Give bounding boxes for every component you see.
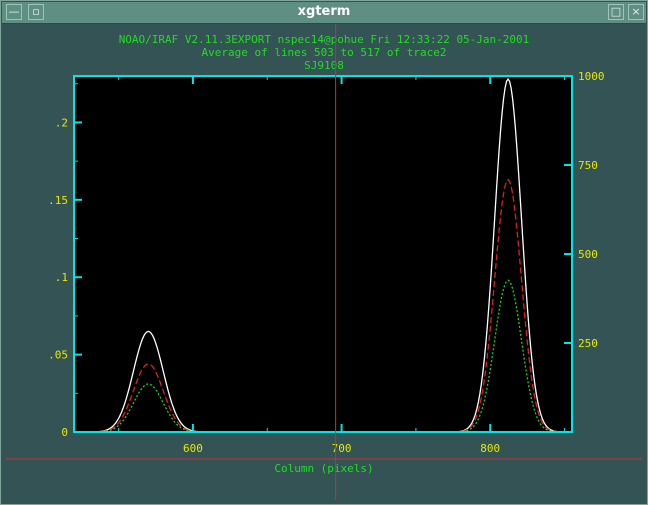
x-tick-label: 800 <box>480 442 500 455</box>
window-menu-button[interactable]: — <box>6 4 22 20</box>
x-axis-label: Column (pixels) <box>274 462 373 475</box>
window-menu-icon: — <box>8 5 20 18</box>
close-icon: × <box>631 5 641 18</box>
title-bar[interactable]: — ▫ xgterm □ × <box>2 2 646 24</box>
maximize-button[interactable]: □ <box>608 4 624 20</box>
header-line-2: Average of lines 503 to 517 of trace2 <box>201 46 446 59</box>
header-line-3: SJ9108 <box>304 59 344 72</box>
y-right-tick-label: 250 <box>578 337 598 350</box>
y-right-tick-label: 750 <box>578 159 598 172</box>
plot-canvas[interactable]: NOAO/IRAF V2.11.3EXPORT nspec14@pohue Fr… <box>6 24 642 500</box>
x-tick-label: 600 <box>183 442 203 455</box>
y-left-tick-label: 0 <box>61 426 68 439</box>
axis-ticks: 600 700 800 0 .05 .1 .15 .2 250 500 750 1000 <box>48 70 604 455</box>
header-line-1: NOAO/IRAF V2.11.3EXPORT nspec14@pohue Fr… <box>119 33 530 46</box>
y-left-tick-label: .1 <box>55 271 68 284</box>
plot-area <box>74 76 572 432</box>
y-right-tick-label: 1000 <box>578 70 605 83</box>
maximize-icon: □ <box>610 5 622 18</box>
y-left-tick-label: .05 <box>48 349 68 362</box>
iconify-icon: ▫ <box>32 5 40 18</box>
y-left-tick-label: .2 <box>55 116 68 129</box>
iconify-button[interactable]: ▫ <box>28 4 44 20</box>
x-tick-label: 700 <box>332 442 352 455</box>
graphics-terminal[interactable]: NOAO/IRAF V2.11.3EXPORT nspec14@pohue Fr… <box>6 24 642 500</box>
y-right-tick-label: 500 <box>578 248 598 261</box>
close-button[interactable]: × <box>628 4 644 20</box>
window-title: xgterm <box>297 4 351 19</box>
y-left-tick-label: .15 <box>48 194 68 207</box>
